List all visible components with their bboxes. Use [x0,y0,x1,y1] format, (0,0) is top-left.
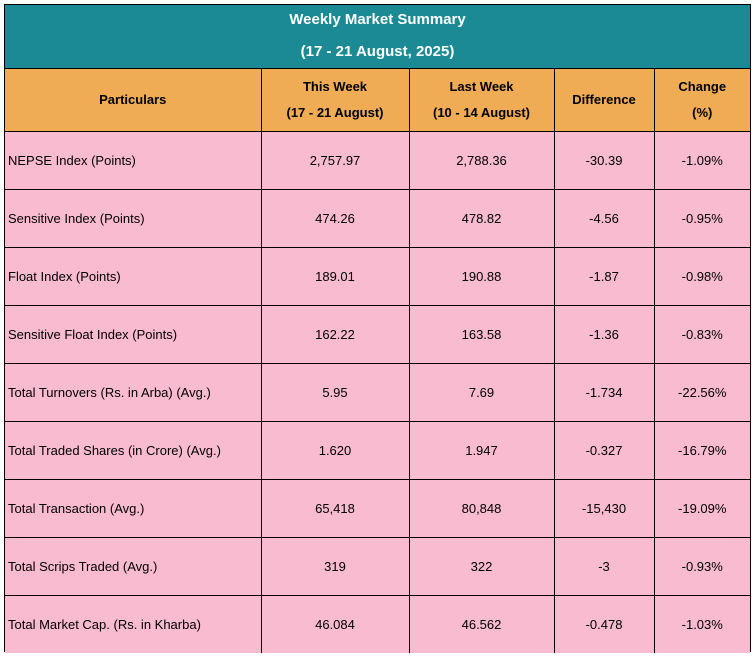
last-week-cell: 1.947 [408,420,555,480]
table-row: Sensitive Float Index (Points) 162.22 163.… [5,304,750,364]
this-week-cell: 5.95 [260,362,410,422]
table-row: Float Index (Points) 189.01 190.88 -1.87 -0.… [5,246,750,306]
last-week-cell: 7.69 [408,362,555,422]
header-last-week: Last Week (10 - 14 August) [408,69,555,132]
last-week-cell: 322 [408,536,555,596]
last-week-cell: 2,788.36 [408,130,555,190]
table-row: NEPSE Index (Points) 2,757.97 2,788.36 -30.… [5,130,750,190]
header-particulars-label: Particulars [99,92,167,108]
this-week-cell: 65,418 [260,478,410,538]
change-cell: -0.93% [653,536,750,596]
change-cell: -1.09% [653,130,750,190]
this-week-cell: 474.26 [260,188,410,248]
particular-cell: Sensitive Index (Points) [5,188,262,248]
last-week-cell: 163.58 [408,304,555,364]
table-row: Total Turnovers (Rs. in Arba) (Avg.) 5.95… [5,362,750,422]
table-row: Total Market Cap. (Rs. in Kharba) 46.084 4… [5,594,750,653]
difference-cell: -3 [553,536,655,596]
header-change: Change (%) [653,69,750,132]
this-week-cell: 2,757.97 [260,130,410,190]
change-cell: -1.03% [653,594,750,653]
particular-cell: Total Transaction (Avg.) [5,478,262,538]
particular-cell: Float Index (Points) [5,246,262,306]
this-week-cell: 319 [260,536,410,596]
difference-cell: -0.327 [553,420,655,480]
header-difference-label: Difference [572,92,636,108]
change-cell: -19.09% [653,478,750,538]
this-week-cell: 189.01 [260,246,410,306]
table-row: Sensitive Index (Points) 474.26 478.82 -4.5… [5,188,750,248]
header-this-week-label: This Week [302,78,368,94]
table-row: Total Transaction (Avg.) 65,418 80,848 -15,… [5,478,750,538]
header-change-label: Change [678,78,727,94]
header-last-week-range: (10 - 14 August) [432,104,531,120]
particular-cell: Total Market Cap. (Rs. in Kharba) [5,594,262,653]
difference-cell: -1.734 [553,362,655,422]
particular-cell: Total Scrips Traded (Avg.) [5,536,262,596]
particular-cell: Total Traded Shares (in Crore) (Avg.) [5,420,262,480]
particular-cell: NEPSE Index (Points) [5,130,262,190]
change-cell: -16.79% [653,420,750,480]
last-week-cell: 46.562 [408,594,555,653]
table-title-banner: Weekly Market Summary (17 - 21 August, 2… [5,5,750,69]
last-week-cell: 478.82 [408,188,555,248]
header-this-week: This Week (17 - 21 August) [260,69,410,132]
change-cell: -0.95% [653,188,750,248]
this-week-cell: 162.22 [260,304,410,364]
change-cell: -22.56% [653,362,750,422]
header-last-week-label: Last Week [449,78,514,94]
change-cell: -0.98% [653,246,750,306]
particular-cell: Total Turnovers (Rs. in Arba) (Avg.) [5,362,262,422]
difference-cell: -0.478 [553,594,655,653]
header-difference: Difference [553,69,655,132]
particular-cell: Sensitive Float Index (Points) [5,304,262,364]
table-row: Total Traded Shares (in Crore) (Avg.) 1.6… [5,420,750,480]
difference-cell: -30.39 [553,130,655,190]
header-particulars: Particulars [5,69,262,132]
header-change-unit: (%) [692,104,713,120]
table-subtitle: (17 - 21 August, 2025) [300,43,455,60]
market-summary-table: Weekly Market Summary (17 - 21 August, 2… [4,4,751,653]
difference-cell: -1.87 [553,246,655,306]
difference-cell: -4.56 [553,188,655,248]
table-title: Weekly Market Summary [289,11,466,28]
table-row: Total Scrips Traded (Avg.) 319 322 -3 -0.93% [5,536,750,596]
this-week-cell: 1.620 [260,420,410,480]
header-this-week-range: (17 - 21 August) [286,104,384,120]
difference-cell: -15,430 [553,478,655,538]
this-week-cell: 46.084 [260,594,410,653]
change-cell: -0.83% [653,304,750,364]
header-row: Particulars This Week (17 - 21 August) L… [5,69,750,132]
last-week-cell: 80,848 [408,478,555,538]
last-week-cell: 190.88 [408,246,555,306]
summary-table: Particulars This Week (17 - 21 August) L… [5,69,750,653]
difference-cell: -1.36 [553,304,655,364]
